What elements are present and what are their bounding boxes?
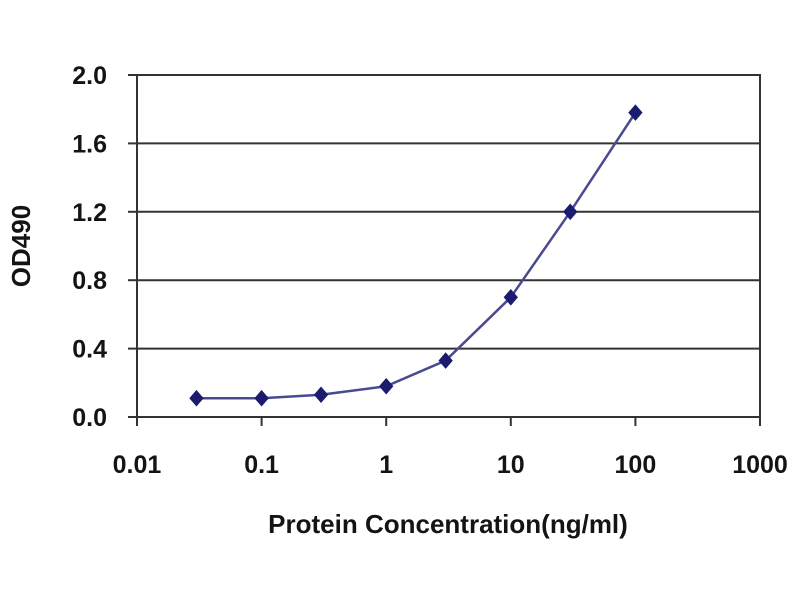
data-point-marker bbox=[628, 104, 643, 121]
data-point-marker bbox=[379, 377, 394, 395]
x-tick-label: 100 bbox=[615, 451, 657, 479]
y-tick-label: 2.0 bbox=[72, 62, 107, 90]
plot-area: 0.0 0.4 0.8 1.2 1.6 2.0 0.01 0.1 1 10 100 1000 bbox=[72, 62, 788, 479]
y-tick-label: 1.6 bbox=[72, 130, 107, 158]
y-tick-label: 0.4 bbox=[72, 336, 107, 364]
x-tick-label: 0.01 bbox=[113, 451, 162, 479]
x-axis-title: Protein Concentration(ng/ml) bbox=[268, 509, 628, 539]
data-point-marker bbox=[503, 289, 518, 306]
y-tick-label: 1.2 bbox=[72, 199, 107, 227]
y-tick-label: 0.8 bbox=[72, 267, 107, 295]
data-point-marker bbox=[254, 389, 269, 407]
x-tick-label: 10 bbox=[497, 451, 525, 479]
x-tick-label: 0.1 bbox=[244, 451, 279, 479]
x-tick-label: 1 bbox=[379, 451, 393, 479]
plot-border bbox=[136, 74, 761, 418]
data-point-marker bbox=[313, 386, 329, 404]
data-point-marker bbox=[189, 389, 204, 407]
y-tick-label: 0.0 bbox=[72, 404, 107, 432]
data-point-marker bbox=[438, 352, 453, 369]
data-point-marker bbox=[563, 203, 578, 221]
y-axis-title: OD490 bbox=[6, 205, 36, 287]
x-tick-label: 1000 bbox=[732, 451, 788, 479]
series-line bbox=[196, 111, 637, 400]
